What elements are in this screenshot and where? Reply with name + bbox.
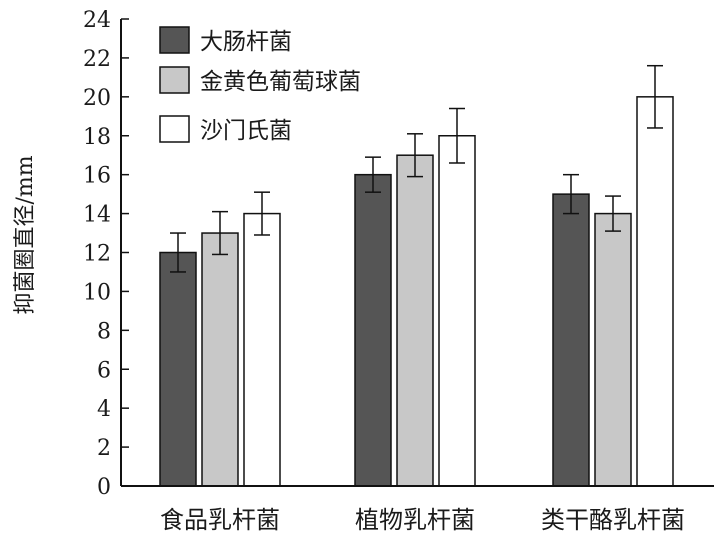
legend-swatch	[159, 66, 190, 94]
bar	[159, 251, 197, 487]
y-tick-label: 22	[83, 47, 111, 72]
y-tick-label: 18	[83, 125, 111, 150]
y-tick-label: 8	[97, 319, 111, 344]
y-tick-label: 10	[83, 280, 111, 305]
legend-label: 大肠杆菌	[200, 29, 292, 55]
bars-layer	[159, 96, 674, 487]
bar	[594, 212, 632, 487]
bar	[552, 193, 590, 487]
bar	[636, 96, 674, 487]
y-tick-label: 14	[83, 203, 111, 228]
y-tick-label: 2	[97, 436, 111, 461]
x-labels-layer: 食品乳杆菌 植物乳杆菌 类干酪乳杆菌	[160, 506, 685, 534]
y-tick-label: 4	[97, 397, 111, 422]
y-tick-label: 6	[97, 358, 111, 383]
y-tick-label: 0	[97, 475, 111, 500]
y-axis-label: 抑菌圈直径/mm	[13, 155, 38, 314]
bar	[438, 135, 476, 487]
legend-label: 沙门氏菌	[200, 118, 292, 144]
x-category-label: 食品乳杆菌	[160, 506, 280, 534]
legend-swatch	[159, 115, 190, 143]
error-bars-layer	[170, 64, 663, 273]
legend-label: 金黄色葡萄球菌	[200, 69, 361, 95]
y-tick-label: 12	[83, 242, 111, 267]
y-tick-label: 20	[83, 86, 111, 111]
legend-swatch	[159, 26, 190, 54]
x-category-label: 类干酪乳杆菌	[541, 506, 685, 534]
bar	[243, 212, 281, 487]
y-tick-label: 16	[83, 164, 111, 189]
x-category-label: 植物乳杆菌	[355, 506, 475, 534]
bar	[354, 173, 392, 487]
bar	[396, 154, 434, 487]
bar	[201, 232, 239, 487]
y-tick-label: 24	[83, 8, 111, 33]
